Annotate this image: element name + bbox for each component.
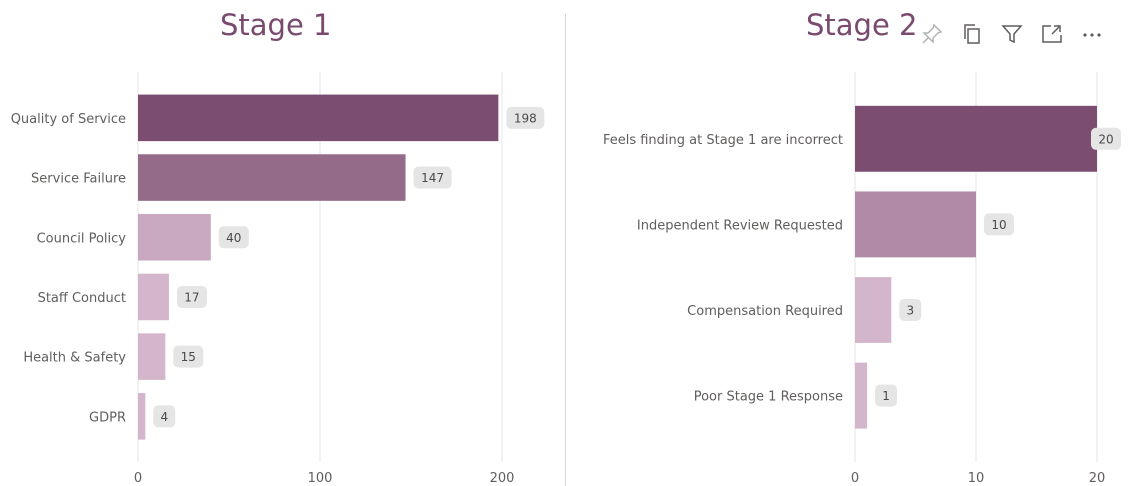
s2-category-label: Feels finding at Stage 1 are incorrect xyxy=(603,133,843,148)
s2-category-label: Compensation Required xyxy=(687,304,843,319)
s2-data-label: 20 xyxy=(1098,132,1113,146)
s2-data-label: 3 xyxy=(906,304,914,318)
s2-x-tick-label: 10 xyxy=(968,471,985,486)
s2-bar[interactable] xyxy=(855,106,1097,172)
s2-x-tick-label: 20 xyxy=(1089,471,1106,486)
s2-data-label: 1 xyxy=(882,389,890,403)
s2-bar[interactable] xyxy=(855,277,891,343)
s2-data-label: 10 xyxy=(991,218,1006,232)
s2-bar[interactable] xyxy=(855,191,976,257)
s2-x-tick-label: 0 xyxy=(851,471,859,486)
s2-category-label: Independent Review Requested xyxy=(637,218,843,233)
s2-bar[interactable] xyxy=(855,363,867,429)
s2-category-label: Poor Stage 1 Response xyxy=(694,390,843,405)
